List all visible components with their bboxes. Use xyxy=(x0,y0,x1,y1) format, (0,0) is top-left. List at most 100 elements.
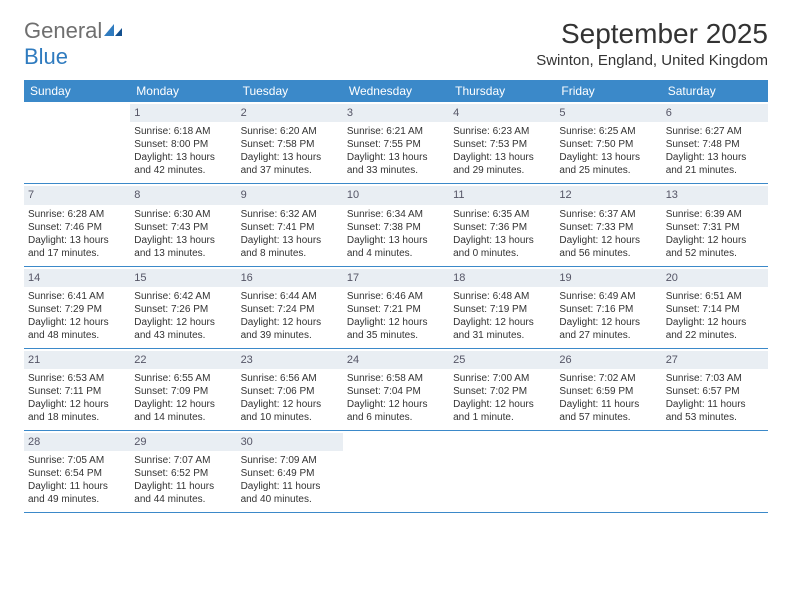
day-number: 4 xyxy=(449,104,555,122)
calendar-cell xyxy=(555,431,661,512)
sunrise-text: Sunrise: 6:46 AM xyxy=(347,290,445,303)
sunrise-text: Sunrise: 6:20 AM xyxy=(241,125,339,138)
calendar-cell: 22Sunrise: 6:55 AMSunset: 7:09 PMDayligh… xyxy=(130,349,236,430)
day-number: 10 xyxy=(343,186,449,204)
day-number: 15 xyxy=(130,269,236,287)
daylight2-text: and 40 minutes. xyxy=(241,493,339,506)
daylight1-text: Daylight: 13 hours xyxy=(241,234,339,247)
daylight2-text: and 1 minute. xyxy=(453,411,551,424)
sunrise-text: Sunrise: 6:35 AM xyxy=(453,208,551,221)
day-number: 30 xyxy=(237,433,343,451)
day-number: 29 xyxy=(130,433,236,451)
daylight2-text: and 35 minutes. xyxy=(347,329,445,342)
daylight1-text: Daylight: 12 hours xyxy=(453,316,551,329)
sunrise-text: Sunrise: 6:55 AM xyxy=(134,372,232,385)
sunset-text: Sunset: 7:09 PM xyxy=(134,385,232,398)
day-header: Tuesday xyxy=(237,80,343,102)
sunset-text: Sunset: 7:31 PM xyxy=(666,221,764,234)
header: General Blue September 2025 Swinton, Eng… xyxy=(24,18,768,70)
daylight2-text: and 8 minutes. xyxy=(241,247,339,260)
calendar-cell: 28Sunrise: 7:05 AMSunset: 6:54 PMDayligh… xyxy=(24,431,130,512)
daylight1-text: Daylight: 12 hours xyxy=(28,398,126,411)
daylight2-text: and 53 minutes. xyxy=(666,411,764,424)
daylight1-text: Daylight: 13 hours xyxy=(347,151,445,164)
sunrise-text: Sunrise: 7:05 AM xyxy=(28,454,126,467)
daylight2-text: and 0 minutes. xyxy=(453,247,551,260)
daylight1-text: Daylight: 12 hours xyxy=(559,234,657,247)
daylight1-text: Daylight: 12 hours xyxy=(666,316,764,329)
weeks: 1Sunrise: 6:18 AMSunset: 8:00 PMDaylight… xyxy=(24,102,768,513)
sunrise-text: Sunrise: 6:49 AM xyxy=(559,290,657,303)
sunset-text: Sunset: 7:26 PM xyxy=(134,303,232,316)
day-number: 26 xyxy=(555,351,661,369)
daylight1-text: Daylight: 12 hours xyxy=(28,316,126,329)
daylight2-text: and 29 minutes. xyxy=(453,164,551,177)
sunset-text: Sunset: 7:06 PM xyxy=(241,385,339,398)
calendar-cell: 11Sunrise: 6:35 AMSunset: 7:36 PMDayligh… xyxy=(449,184,555,265)
calendar-cell: 14Sunrise: 6:41 AMSunset: 7:29 PMDayligh… xyxy=(24,267,130,348)
sunrise-text: Sunrise: 6:42 AM xyxy=(134,290,232,303)
day-number: 18 xyxy=(449,269,555,287)
sunset-text: Sunset: 6:49 PM xyxy=(241,467,339,480)
daylight1-text: Daylight: 13 hours xyxy=(453,151,551,164)
daylight1-text: Daylight: 12 hours xyxy=(559,316,657,329)
sunrise-text: Sunrise: 6:27 AM xyxy=(666,125,764,138)
calendar-cell: 26 Sunrise: 7:02 AMSunset: 6:59 PMDayligh… xyxy=(555,349,661,430)
daylight2-text: and 4 minutes. xyxy=(347,247,445,260)
calendar-cell: 21Sunrise: 6:53 AMSunset: 7:11 PMDayligh… xyxy=(24,349,130,430)
daylight1-text: Daylight: 12 hours xyxy=(453,398,551,411)
sunrise-text: Sunrise: 7:03 AM xyxy=(666,372,764,385)
daylight2-text: and 37 minutes. xyxy=(241,164,339,177)
calendar-cell: 16Sunrise: 6:44 AMSunset: 7:24 PMDayligh… xyxy=(237,267,343,348)
daylight2-text: and 39 minutes. xyxy=(241,329,339,342)
sunset-text: Sunset: 7:43 PM xyxy=(134,221,232,234)
day-number: 13 xyxy=(662,186,768,204)
daylight1-text: Daylight: 11 hours xyxy=(28,480,126,493)
day-number: 9 xyxy=(237,186,343,204)
calendar-cell: 17Sunrise: 6:46 AMSunset: 7:21 PMDayligh… xyxy=(343,267,449,348)
daylight2-text: and 43 minutes. xyxy=(134,329,232,342)
calendar-cell: 24Sunrise: 6:58 AMSunset: 7:04 PMDayligh… xyxy=(343,349,449,430)
sunrise-text: Sunrise: 6:39 AM xyxy=(666,208,764,221)
daylight2-text: and 10 minutes. xyxy=(241,411,339,424)
page-title: September 2025 xyxy=(536,18,768,50)
calendar: SundayMondayTuesdayWednesdayThursdayFrid… xyxy=(24,80,768,513)
calendar-cell: 20Sunrise: 6:51 AMSunset: 7:14 PMDayligh… xyxy=(662,267,768,348)
day-number: 17 xyxy=(343,269,449,287)
logo-blue: Blue xyxy=(24,44,68,69)
calendar-cell xyxy=(24,102,130,183)
daylight1-text: Daylight: 12 hours xyxy=(347,398,445,411)
daylight2-text: and 48 minutes. xyxy=(28,329,126,342)
sunrise-text: Sunrise: 6:34 AM xyxy=(347,208,445,221)
daylight1-text: Daylight: 12 hours xyxy=(134,316,232,329)
week-row: 1Sunrise: 6:18 AMSunset: 8:00 PMDaylight… xyxy=(24,102,768,184)
calendar-cell: 25Sunrise: 7:00 AMSunset: 7:02 PMDayligh… xyxy=(449,349,555,430)
daylight1-text: Daylight: 11 hours xyxy=(559,398,657,411)
sunrise-text: Sunrise: 6:48 AM xyxy=(453,290,551,303)
sunrise-text: Sunrise: 6:23 AM xyxy=(453,125,551,138)
day-number: 24 xyxy=(343,351,449,369)
daylight1-text: Daylight: 11 hours xyxy=(134,480,232,493)
day-header: Thursday xyxy=(449,80,555,102)
daylight1-text: Daylight: 11 hours xyxy=(241,480,339,493)
sunset-text: Sunset: 6:57 PM xyxy=(666,385,764,398)
day-number: 23 xyxy=(237,351,343,369)
sunset-text: Sunset: 7:53 PM xyxy=(453,138,551,151)
sunrise-text: Sunrise: 6:37 AM xyxy=(559,208,657,221)
day-number: 20 xyxy=(662,269,768,287)
daylight2-text: and 31 minutes. xyxy=(453,329,551,342)
day-number xyxy=(343,433,449,451)
sunset-text: Sunset: 6:59 PM xyxy=(559,385,657,398)
day-number: 27 xyxy=(662,351,768,369)
sunrise-text: Sunrise: 7:09 AM xyxy=(241,454,339,467)
daylight1-text: Daylight: 12 hours xyxy=(241,398,339,411)
sunrise-text: Sunrise: 6:32 AM xyxy=(241,208,339,221)
daylight1-text: Daylight: 13 hours xyxy=(134,151,232,164)
calendar-cell: 15 Sunrise: 6:42 AMSunset: 7:26 PMDayligh… xyxy=(130,267,236,348)
week-row: 14Sunrise: 6:41 AMSunset: 7:29 PMDayligh… xyxy=(24,267,768,349)
daylight2-text: and 57 minutes. xyxy=(559,411,657,424)
daylight1-text: Daylight: 13 hours xyxy=(453,234,551,247)
sunrise-text: Sunrise: 7:02 AM xyxy=(559,372,657,385)
sunset-text: Sunset: 7:41 PM xyxy=(241,221,339,234)
daylight1-text: Daylight: 13 hours xyxy=(134,234,232,247)
